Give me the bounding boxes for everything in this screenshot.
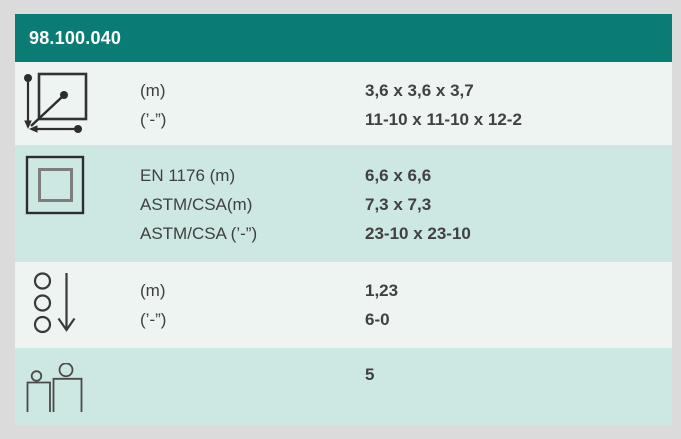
users-values: 5 (365, 348, 672, 425)
spec-row-safety-zone: EN 1176 (m) ASTM/CSA(m) ASTM/CSA (’-”) 6… (15, 145, 672, 262)
spec-row-users: 5 (15, 348, 672, 425)
spec-value: 5 (365, 365, 375, 384)
product-spec-card: 98.100.040 (m) (’-”) 3,6 x 3,6 x 3,7 11-… (15, 14, 672, 425)
dimensions-values: 3,6 x 3,6 x 3,7 11-10 x 11-10 x 12-2 (365, 62, 672, 145)
spec-value: 6-0 (365, 310, 390, 329)
spec-label: (’-”) (140, 310, 167, 329)
users-icon (15, 348, 140, 425)
safety-zone-labels: EN 1176 (m) ASTM/CSA(m) ASTM/CSA (’-”) (140, 145, 365, 262)
spec-label: (’-”) (140, 110, 167, 129)
users-labels (140, 348, 365, 425)
spec-row-dimensions: (m) (’-”) 3,6 x 3,6 x 3,7 11-10 x 11-10 … (15, 62, 672, 145)
dimensions-labels: (m) (’-”) (140, 62, 365, 145)
spec-label: (m) (140, 281, 166, 300)
fall-height-labels: (m) (’-”) (140, 262, 365, 348)
spec-label: (m) (140, 81, 166, 100)
dimensions-icon (15, 62, 140, 145)
safety-zone-icon (15, 145, 140, 262)
spec-label: ASTM/CSA (’-”) (140, 224, 258, 243)
spec-value: 23-10 x 23-10 (365, 224, 471, 243)
fall-height-icon (15, 262, 140, 348)
spec-row-fall-height: (m) (’-”) 1,23 6-0 (15, 262, 672, 348)
spec-value: 1,23 (365, 281, 399, 300)
spec-value: 3,6 x 3,6 x 3,7 (365, 81, 474, 100)
fall-height-values: 1,23 6-0 (365, 262, 672, 348)
product-code: 98.100.040 (29, 27, 122, 48)
product-code-header: 98.100.040 (15, 14, 672, 62)
safety-zone-values: 6,6 x 6,6 7,3 x 7,3 23-10 x 23-10 (365, 145, 672, 262)
spec-value: 6,6 x 6,6 (365, 166, 432, 185)
spec-value: 11-10 x 11-10 x 12-2 (365, 110, 522, 129)
spec-label: ASTM/CSA(m) (140, 195, 253, 214)
spec-label: EN 1176 (m) (140, 166, 236, 185)
spec-value: 7,3 x 7,3 (365, 195, 432, 214)
